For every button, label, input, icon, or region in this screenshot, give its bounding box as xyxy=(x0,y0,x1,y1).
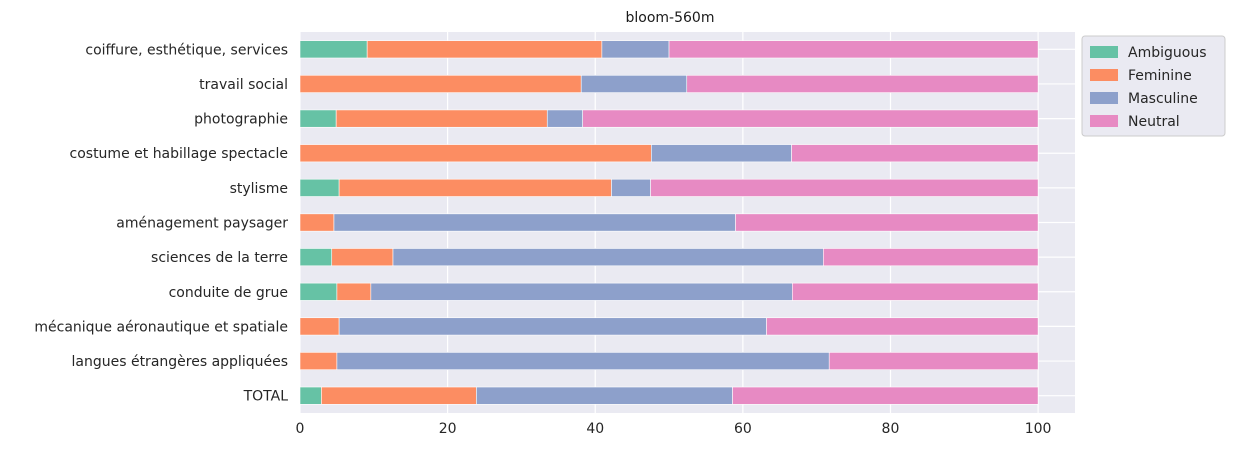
bar-segment-masculine xyxy=(476,386,733,405)
chart-title: bloom-560m xyxy=(626,10,715,26)
x-tick-label: 0 xyxy=(296,421,305,437)
legend-swatch-ambiguous xyxy=(1090,46,1118,58)
bar-segment-neutral xyxy=(650,178,1039,197)
bar-segment-masculine xyxy=(336,352,830,371)
bar-segment-feminine xyxy=(299,213,335,232)
bar-segment-masculine xyxy=(333,213,736,232)
x-tick-label: 20 xyxy=(439,421,457,437)
bar-segment-neutral xyxy=(791,144,1039,163)
y-tick-label: TOTAL xyxy=(243,389,289,405)
bar-segment-feminine xyxy=(331,248,394,267)
x-tick-label: 80 xyxy=(882,421,900,437)
y-tick-label: sciences de la terre xyxy=(151,250,288,266)
bar-segment-masculine xyxy=(651,144,792,163)
bar-segment-masculine xyxy=(580,74,688,93)
legend-label-masculine: Masculine xyxy=(1128,91,1198,107)
bar-segment-feminine xyxy=(335,109,548,128)
y-tick-label: aménagement paysager xyxy=(116,216,288,232)
bar-segment-neutral xyxy=(766,317,1039,336)
legend-swatch-neutral xyxy=(1090,115,1118,127)
bar-segment-neutral xyxy=(732,386,1039,405)
bar-segment-ambiguous xyxy=(299,282,338,301)
bar-segment-ambiguous xyxy=(299,40,368,59)
bar-segment-masculine xyxy=(601,40,670,59)
bar-segment-neutral xyxy=(828,352,1039,371)
bar-segment-feminine xyxy=(366,40,603,59)
bar-segment-masculine xyxy=(546,109,583,128)
legend-label-ambiguous: Ambiguous xyxy=(1128,45,1206,61)
legend-box xyxy=(1081,35,1226,137)
x-tick-label: 40 xyxy=(586,421,604,437)
bar-segment-neutral xyxy=(823,248,1039,267)
bar-segment-ambiguous xyxy=(299,386,322,405)
bar-segment-neutral xyxy=(668,40,1039,59)
bar-segment-neutral xyxy=(582,109,1039,128)
bar-segment-masculine xyxy=(338,317,767,336)
x-tick-label: 100 xyxy=(1025,421,1052,437)
bar-segment-neutral xyxy=(686,74,1039,93)
x-tick-label: 60 xyxy=(734,421,752,437)
y-tick-label: conduite de grue xyxy=(169,285,288,301)
bar-segment-ambiguous xyxy=(299,109,337,128)
bar-segment-masculine xyxy=(392,248,824,267)
bar-segment-feminine xyxy=(321,386,477,405)
bar-segment-feminine xyxy=(299,74,582,93)
bar-segment-feminine xyxy=(336,282,372,301)
legend-swatch-feminine xyxy=(1090,69,1118,81)
bar-segment-neutral xyxy=(792,282,1039,301)
legend-swatch-masculine xyxy=(1090,92,1118,104)
bar-segment-ambiguous xyxy=(299,248,333,267)
bar-segment-masculine xyxy=(370,282,793,301)
bar-segment-masculine xyxy=(611,178,651,197)
bar-segment-feminine xyxy=(299,352,338,371)
legend: Ambiguous Feminine Masculine Neutral xyxy=(1081,35,1226,137)
y-tick-label: stylisme xyxy=(230,181,288,197)
bar-segment-ambiguous xyxy=(299,178,340,197)
y-tick-label: travail social xyxy=(199,77,288,93)
y-tick-label: langues étrangères appliquées xyxy=(72,354,289,370)
legend-label-feminine: Feminine xyxy=(1128,68,1192,84)
y-tick-label: costume et habillage spectacle xyxy=(70,146,288,162)
y-tick-label: mécanique aéronautique et spatiale xyxy=(34,319,288,335)
bar-segment-feminine xyxy=(338,178,612,197)
bar-segment-feminine xyxy=(299,144,652,163)
legend-label-neutral: Neutral xyxy=(1128,114,1180,130)
bar-segment-feminine xyxy=(299,317,340,336)
y-tick-label: coiffure, esthétique, services xyxy=(85,42,288,58)
bar-segment-neutral xyxy=(735,213,1039,232)
y-tick-label: photographie xyxy=(194,112,288,128)
